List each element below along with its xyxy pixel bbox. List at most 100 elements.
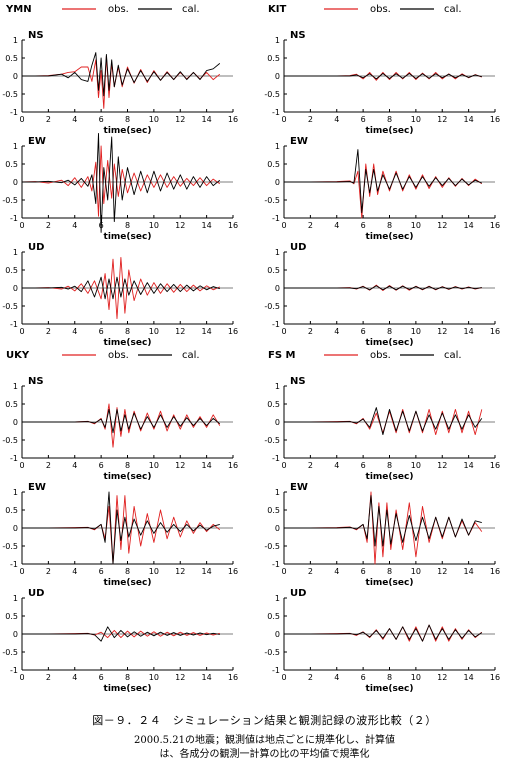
x-tick-label: 12: [437, 327, 447, 336]
y-tick-label: 0.5: [267, 612, 280, 621]
y-tick-label: -0.5: [2, 302, 18, 311]
x-axis-label: time(sec): [104, 472, 152, 482]
x-axis-label: time(sec): [104, 578, 152, 588]
x-tick-label: 2: [308, 327, 313, 336]
x-tick-label: 2: [308, 567, 313, 576]
station-name: FS M: [268, 350, 296, 361]
x-tick-label: 16: [228, 461, 238, 470]
component-label: EW: [290, 136, 308, 147]
x-tick-label: 14: [464, 673, 474, 682]
legend-label-obs: obs.: [108, 4, 129, 15]
x-tick-label: 10: [149, 461, 159, 470]
x-tick-label: 2: [46, 461, 51, 470]
x-tick-label: 4: [72, 567, 77, 576]
x-tick-label: 14: [464, 567, 474, 576]
y-tick-label: -0.5: [2, 648, 18, 657]
y-tick-label: 1: [13, 142, 18, 151]
x-tick-label: 6: [99, 327, 104, 336]
component-label: EW: [28, 482, 46, 493]
y-tick-label: 1: [13, 36, 18, 45]
component-label: NS: [290, 376, 306, 387]
x-axis-label: time(sec): [104, 338, 152, 348]
x-tick-label: 4: [334, 461, 339, 470]
x-tick-label: 6: [361, 567, 366, 576]
x-tick-label: 4: [72, 673, 77, 682]
x-tick-label: 0: [19, 567, 24, 576]
legend-label-obs: obs.: [108, 350, 129, 361]
series-obs: [22, 55, 221, 109]
x-axis-label: time(sec): [366, 338, 414, 348]
waveform-panel: YMN obs. cal.NS-1-0.500.510 2 4 6 8 10 12 14 16tim…: [2, 4, 238, 136]
x-tick-label: 14: [464, 115, 474, 124]
legend-label-cal: cal.: [182, 350, 200, 361]
y-tick-label: 0.5: [267, 160, 280, 169]
x-tick-label: 4: [334, 567, 339, 576]
x-axis-label: time(sec): [104, 126, 152, 136]
y-tick-label: -0.5: [264, 90, 280, 99]
y-tick-label: 0.5: [5, 612, 18, 621]
x-tick-label: 2: [46, 327, 51, 336]
x-tick-label: 10: [411, 115, 421, 124]
x-tick-label: 12: [437, 461, 447, 470]
x-tick-label: 6: [361, 115, 366, 124]
y-tick-label: 1: [275, 142, 280, 151]
x-tick-label: 14: [464, 327, 474, 336]
x-tick-label: 12: [175, 221, 185, 230]
series-obs: [22, 403, 221, 448]
x-tick-label: 4: [334, 115, 339, 124]
x-axis-label: time(sec): [366, 126, 414, 136]
x-tick-label: 8: [387, 567, 392, 576]
y-tick-label: -1: [272, 666, 280, 675]
series-cal: [22, 276, 220, 300]
x-tick-label: 12: [437, 115, 447, 124]
y-tick-label: 0.5: [5, 266, 18, 275]
series-obs: [284, 163, 483, 219]
figure-caption-line-2: 2000.5.21の地震；観測値は地点ごとに規準化し、計算値: [134, 735, 395, 746]
x-axis-label: time(sec): [104, 232, 152, 242]
x-tick-label: 6: [99, 461, 104, 470]
y-tick-label: 1: [13, 594, 18, 603]
y-tick-label: 0.5: [5, 160, 18, 169]
component-label: EW: [28, 136, 46, 147]
x-tick-label: 0: [19, 327, 24, 336]
y-tick-label: -1: [10, 560, 18, 569]
x-tick-label: 10: [149, 115, 159, 124]
x-tick-label: 16: [490, 221, 500, 230]
x-tick-label: 8: [125, 461, 130, 470]
series-obs: [21, 145, 221, 217]
series-cal: [22, 491, 220, 565]
x-tick-label: 0: [19, 221, 24, 230]
component-label: UD: [290, 588, 306, 599]
y-tick-label: -1: [272, 108, 280, 117]
x-tick-label: 10: [411, 461, 421, 470]
series-cal: [284, 285, 482, 291]
x-axis-label: time(sec): [366, 472, 414, 482]
series-cal: [22, 132, 221, 233]
y-tick-label: 1: [13, 488, 18, 497]
x-tick-label: 12: [437, 221, 447, 230]
y-tick-label: -1: [272, 454, 280, 463]
x-tick-label: 6: [361, 327, 366, 336]
y-tick-label: 1: [275, 382, 280, 391]
x-tick-label: 6: [99, 673, 104, 682]
x-tick-label: 10: [411, 673, 421, 682]
y-tick-label: 1: [275, 36, 280, 45]
x-tick-label: 16: [228, 115, 238, 124]
y-tick-label: 0: [13, 178, 18, 187]
x-tick-label: 14: [464, 221, 474, 230]
x-tick-label: 0: [281, 461, 286, 470]
x-axis-label: time(sec): [104, 684, 152, 694]
x-tick-label: 0: [19, 673, 24, 682]
x-tick-label: 12: [175, 673, 185, 682]
y-tick-label: 0: [13, 72, 18, 81]
y-tick-label: -0.5: [2, 436, 18, 445]
x-tick-label: 4: [334, 673, 339, 682]
x-tick-label: 14: [202, 461, 212, 470]
x-tick-label: 6: [361, 673, 366, 682]
x-tick-label: 14: [202, 673, 212, 682]
y-tick-label: 0: [13, 284, 18, 293]
